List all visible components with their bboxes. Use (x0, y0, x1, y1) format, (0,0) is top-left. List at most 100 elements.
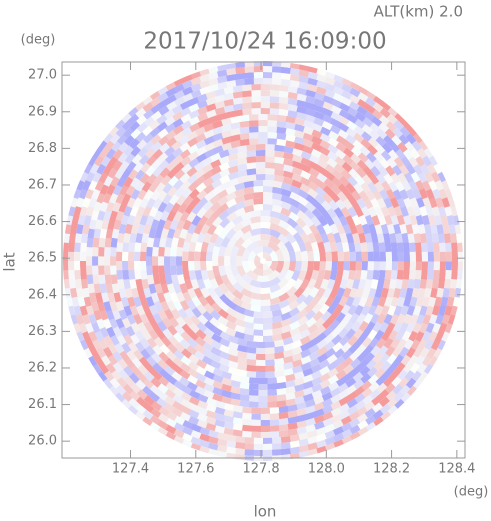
radar-cell (269, 216, 281, 226)
radar-cell (173, 428, 185, 439)
radar-cell (323, 241, 332, 253)
radar-cell (345, 377, 357, 388)
radar-cell (255, 149, 266, 157)
radar-cell (297, 315, 309, 327)
radar-cell (129, 232, 137, 243)
radar-cell (242, 102, 253, 110)
radar-cell (243, 437, 254, 444)
radar-cell (316, 346, 328, 357)
radar-cell (285, 128, 297, 136)
radar-cell (319, 386, 331, 396)
radar-cell (197, 295, 209, 307)
radar-cell (267, 120, 278, 127)
radar-cell (130, 145, 142, 157)
radar-cell (352, 232, 361, 244)
radar-cell (341, 83, 353, 94)
radar-cell (236, 363, 248, 371)
chart-title: 2017/10/24 16:09:00 (143, 29, 386, 55)
radar-cell (415, 314, 425, 326)
radar-cell (190, 89, 202, 99)
radar-cell (427, 296, 437, 308)
radar-cell (226, 204, 238, 215)
radar-cell (269, 413, 280, 420)
radar-cell (199, 61, 211, 70)
radar-cell (278, 299, 290, 309)
radar-cell (120, 214, 130, 226)
radar-cell (361, 336, 373, 349)
radar-cell (283, 164, 294, 173)
radar-cell (409, 314, 419, 326)
radar-cell (205, 103, 217, 112)
radar-cell (105, 362, 116, 374)
radar-cell (96, 163, 107, 175)
radar-cell (331, 98, 343, 109)
radar-cell (418, 371, 429, 383)
radar-cell (322, 417, 334, 428)
radar-cell (152, 246, 159, 257)
radar-cell (223, 403, 234, 411)
radar-cell (355, 251, 362, 262)
radar-cell (421, 296, 430, 308)
radar-cell (343, 320, 355, 332)
radar-cell (216, 61, 228, 65)
radar-cell (287, 91, 299, 100)
radar-cell (81, 330, 92, 342)
radar-cell (397, 251, 405, 262)
radar-cell (124, 152, 136, 164)
radar-cell (196, 406, 208, 416)
radar-cell (264, 371, 275, 378)
radar-cell (415, 296, 424, 308)
radar-cell (164, 388, 176, 399)
radar-cell (284, 240, 295, 253)
radar-cell (171, 371, 183, 382)
radar-cell (150, 218, 160, 230)
radar-cell (330, 184, 342, 196)
radar-cell (372, 109, 384, 120)
radar-cell (139, 337, 150, 349)
radar-cell (311, 376, 323, 387)
radar-cell (311, 142, 323, 152)
radar-cell (103, 210, 112, 221)
radar-cell (250, 298, 261, 306)
radar-cell (203, 278, 213, 290)
radar-cell (415, 214, 424, 226)
radar-cell (148, 304, 159, 316)
radar-cell (217, 81, 228, 90)
radar-cell (107, 156, 118, 168)
radar-cell (307, 250, 315, 262)
radar-cell (340, 304, 351, 316)
radar-cell (248, 389, 259, 396)
radar-cell (246, 162, 257, 170)
radar-cell (234, 201, 246, 211)
radar-cell (202, 310, 214, 322)
radar-cell (143, 139, 155, 151)
radar-cell (151, 255, 159, 266)
radar-cell (119, 160, 130, 172)
radar-cell (172, 147, 184, 158)
radar-cell (99, 283, 108, 294)
radar-cell (116, 334, 127, 346)
radar-cell (246, 346, 257, 354)
radar-cell (272, 180, 283, 189)
radar-cell (362, 394, 374, 406)
radar-cell (180, 355, 192, 366)
radar-cell (217, 195, 229, 207)
radar-cell (349, 251, 357, 262)
radar-cell (313, 261, 320, 272)
radar-cell (128, 251, 135, 261)
radar-cell (140, 241, 148, 252)
radar-cell (354, 111, 367, 123)
radar-cell (355, 167, 367, 179)
radar-cell (424, 223, 432, 235)
radar-cell (190, 70, 202, 80)
radar-cell (439, 261, 446, 271)
radar-cell (134, 403, 147, 415)
radar-cell (171, 274, 179, 285)
radar-cell (299, 231, 310, 244)
radar-cell (417, 147, 428, 160)
radar-cell (63, 232, 70, 243)
radar-cell (335, 369, 347, 381)
radar-cell (351, 214, 362, 226)
radar-cell (348, 242, 356, 253)
radar-cell (297, 270, 307, 282)
